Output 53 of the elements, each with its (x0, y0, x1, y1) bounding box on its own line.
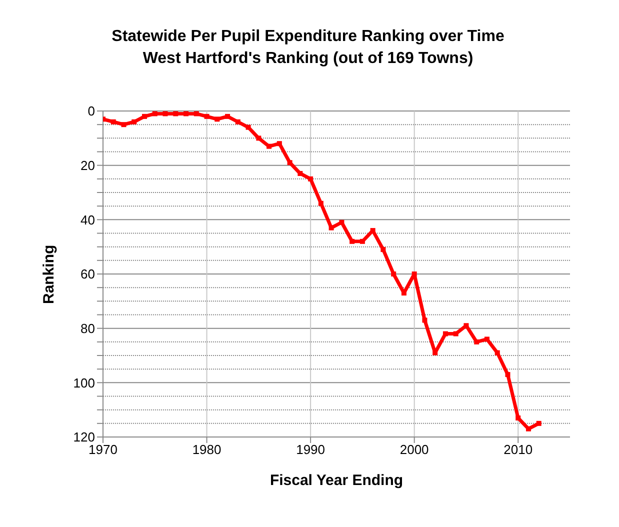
point (152, 111, 158, 116)
point (464, 323, 469, 328)
point (194, 111, 199, 116)
x-tick-label: 1970 (88, 442, 118, 458)
point (505, 372, 510, 378)
point (422, 318, 428, 323)
point (380, 247, 386, 252)
y-tick-label: 100 (73, 375, 95, 390)
point (110, 119, 116, 124)
chart-title: Statewide Per Pupil Expenditure Ranking over Time (110, 27, 506, 47)
point (121, 122, 126, 128)
y-tick-label: 120 (73, 430, 95, 445)
x-tick-label: 1980 (192, 442, 222, 458)
x-tick-label: 2000 (400, 442, 429, 458)
point (298, 170, 303, 176)
point (246, 124, 251, 130)
point (442, 331, 448, 336)
point (339, 220, 344, 225)
point (536, 420, 542, 426)
point (484, 336, 490, 342)
point (350, 238, 355, 244)
y-tick-label: 20 (80, 158, 95, 173)
point (308, 176, 314, 182)
point (266, 144, 272, 149)
point (391, 272, 396, 276)
point (494, 350, 500, 356)
point (204, 114, 210, 119)
point (516, 415, 521, 420)
point (225, 114, 230, 119)
point (276, 141, 282, 146)
point (474, 339, 480, 344)
x-tick-label: 2010 (504, 442, 533, 458)
point (412, 272, 417, 276)
point (214, 116, 220, 122)
y-axis-title: Ranking (40, 244, 58, 304)
y-tick-label: 60 (80, 266, 95, 282)
point (328, 225, 334, 230)
chart-subtitle: West Hartford's Ranking (out of 169 Towns) (142, 49, 474, 69)
y-tick-label: 40 (80, 212, 95, 228)
point (132, 119, 137, 124)
point (432, 350, 438, 356)
point (360, 238, 365, 244)
x-axis-title: Fiscal Year Ending (270, 472, 404, 489)
point (235, 119, 240, 124)
point (453, 331, 458, 336)
point (256, 136, 262, 141)
point (526, 426, 531, 432)
y-tick-label: 80 (80, 320, 95, 336)
y-tick-label: 0 (88, 104, 95, 119)
point (287, 160, 292, 166)
x-tick-label: 1990 (296, 442, 326, 458)
point (318, 200, 324, 206)
point (142, 114, 148, 119)
